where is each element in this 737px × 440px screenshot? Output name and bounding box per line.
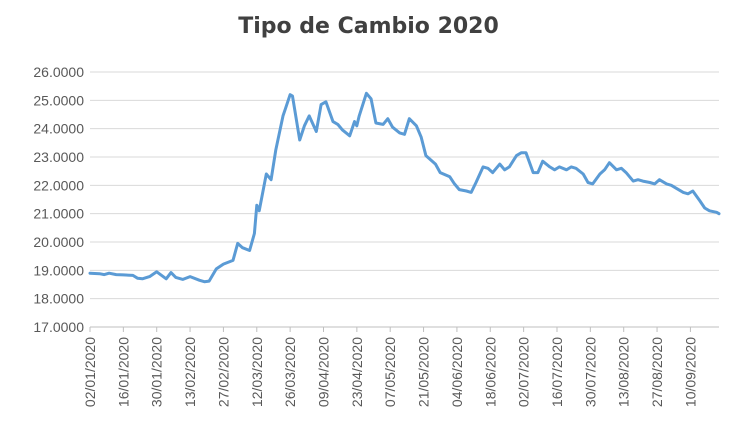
x-tick-label: 09/04/2020 — [315, 337, 331, 407]
y-tick-label: 23.0000 — [33, 149, 84, 165]
y-axis-tick-labels: 17.0000 18.0000 19.0000 20.0000 21.0000 22.00… — [33, 64, 84, 335]
x-tick-label: 18/06/2020 — [482, 337, 498, 407]
x-tick-label: 13/08/2020 — [616, 337, 632, 407]
x-tick-label: 21/05/2020 — [416, 337, 432, 407]
series-line — [88, 91, 721, 284]
y-tick-label: 21.0000 — [33, 206, 84, 222]
x-tick-label: 12/03/2020 — [249, 337, 265, 407]
y-tick-label: 20.0000 — [33, 234, 84, 250]
y-tick-label: 22.0000 — [33, 177, 84, 193]
x-tick-label: 13/02/2020 — [182, 337, 198, 407]
chart-title: Tipo de Cambio 2020 — [238, 14, 499, 39]
x-tick-label: 04/06/2020 — [449, 337, 465, 407]
series-layer — [88, 91, 721, 284]
y-tick-label: 18.0000 — [33, 291, 84, 307]
x-axis-tick-labels: 02/01/2020 16/01/2020 30/01/2020 13/02/2020… — [82, 337, 698, 407]
x-tick-label: 02/01/2020 — [82, 337, 98, 407]
x-tick-label: 27/08/2020 — [649, 337, 665, 407]
x-tick-label: 26/03/2020 — [282, 337, 298, 407]
axes — [89, 326, 719, 332]
x-tick-label: 07/05/2020 — [382, 337, 398, 407]
x-tick-label: 30/07/2020 — [582, 337, 598, 407]
x-tick-label: 02/07/2020 — [516, 337, 532, 407]
x-tick-label: 30/01/2020 — [149, 337, 165, 407]
y-tick-label: 25.0000 — [33, 92, 84, 108]
x-tick-label: 16/07/2020 — [549, 337, 565, 407]
x-tick-label: 10/09/2020 — [682, 337, 698, 407]
x-tick-label: 16/01/2020 — [115, 337, 131, 407]
y-tick-label: 19.0000 — [33, 262, 84, 278]
y-tick-label: 24.0000 — [33, 121, 84, 137]
gridlines — [90, 71, 719, 300]
x-tick-label: 23/04/2020 — [349, 337, 365, 407]
y-tick-label: 17.0000 — [33, 319, 84, 335]
x-tick-label: 27/02/2020 — [215, 337, 231, 407]
y-tick-label: 26.0000 — [33, 64, 84, 80]
